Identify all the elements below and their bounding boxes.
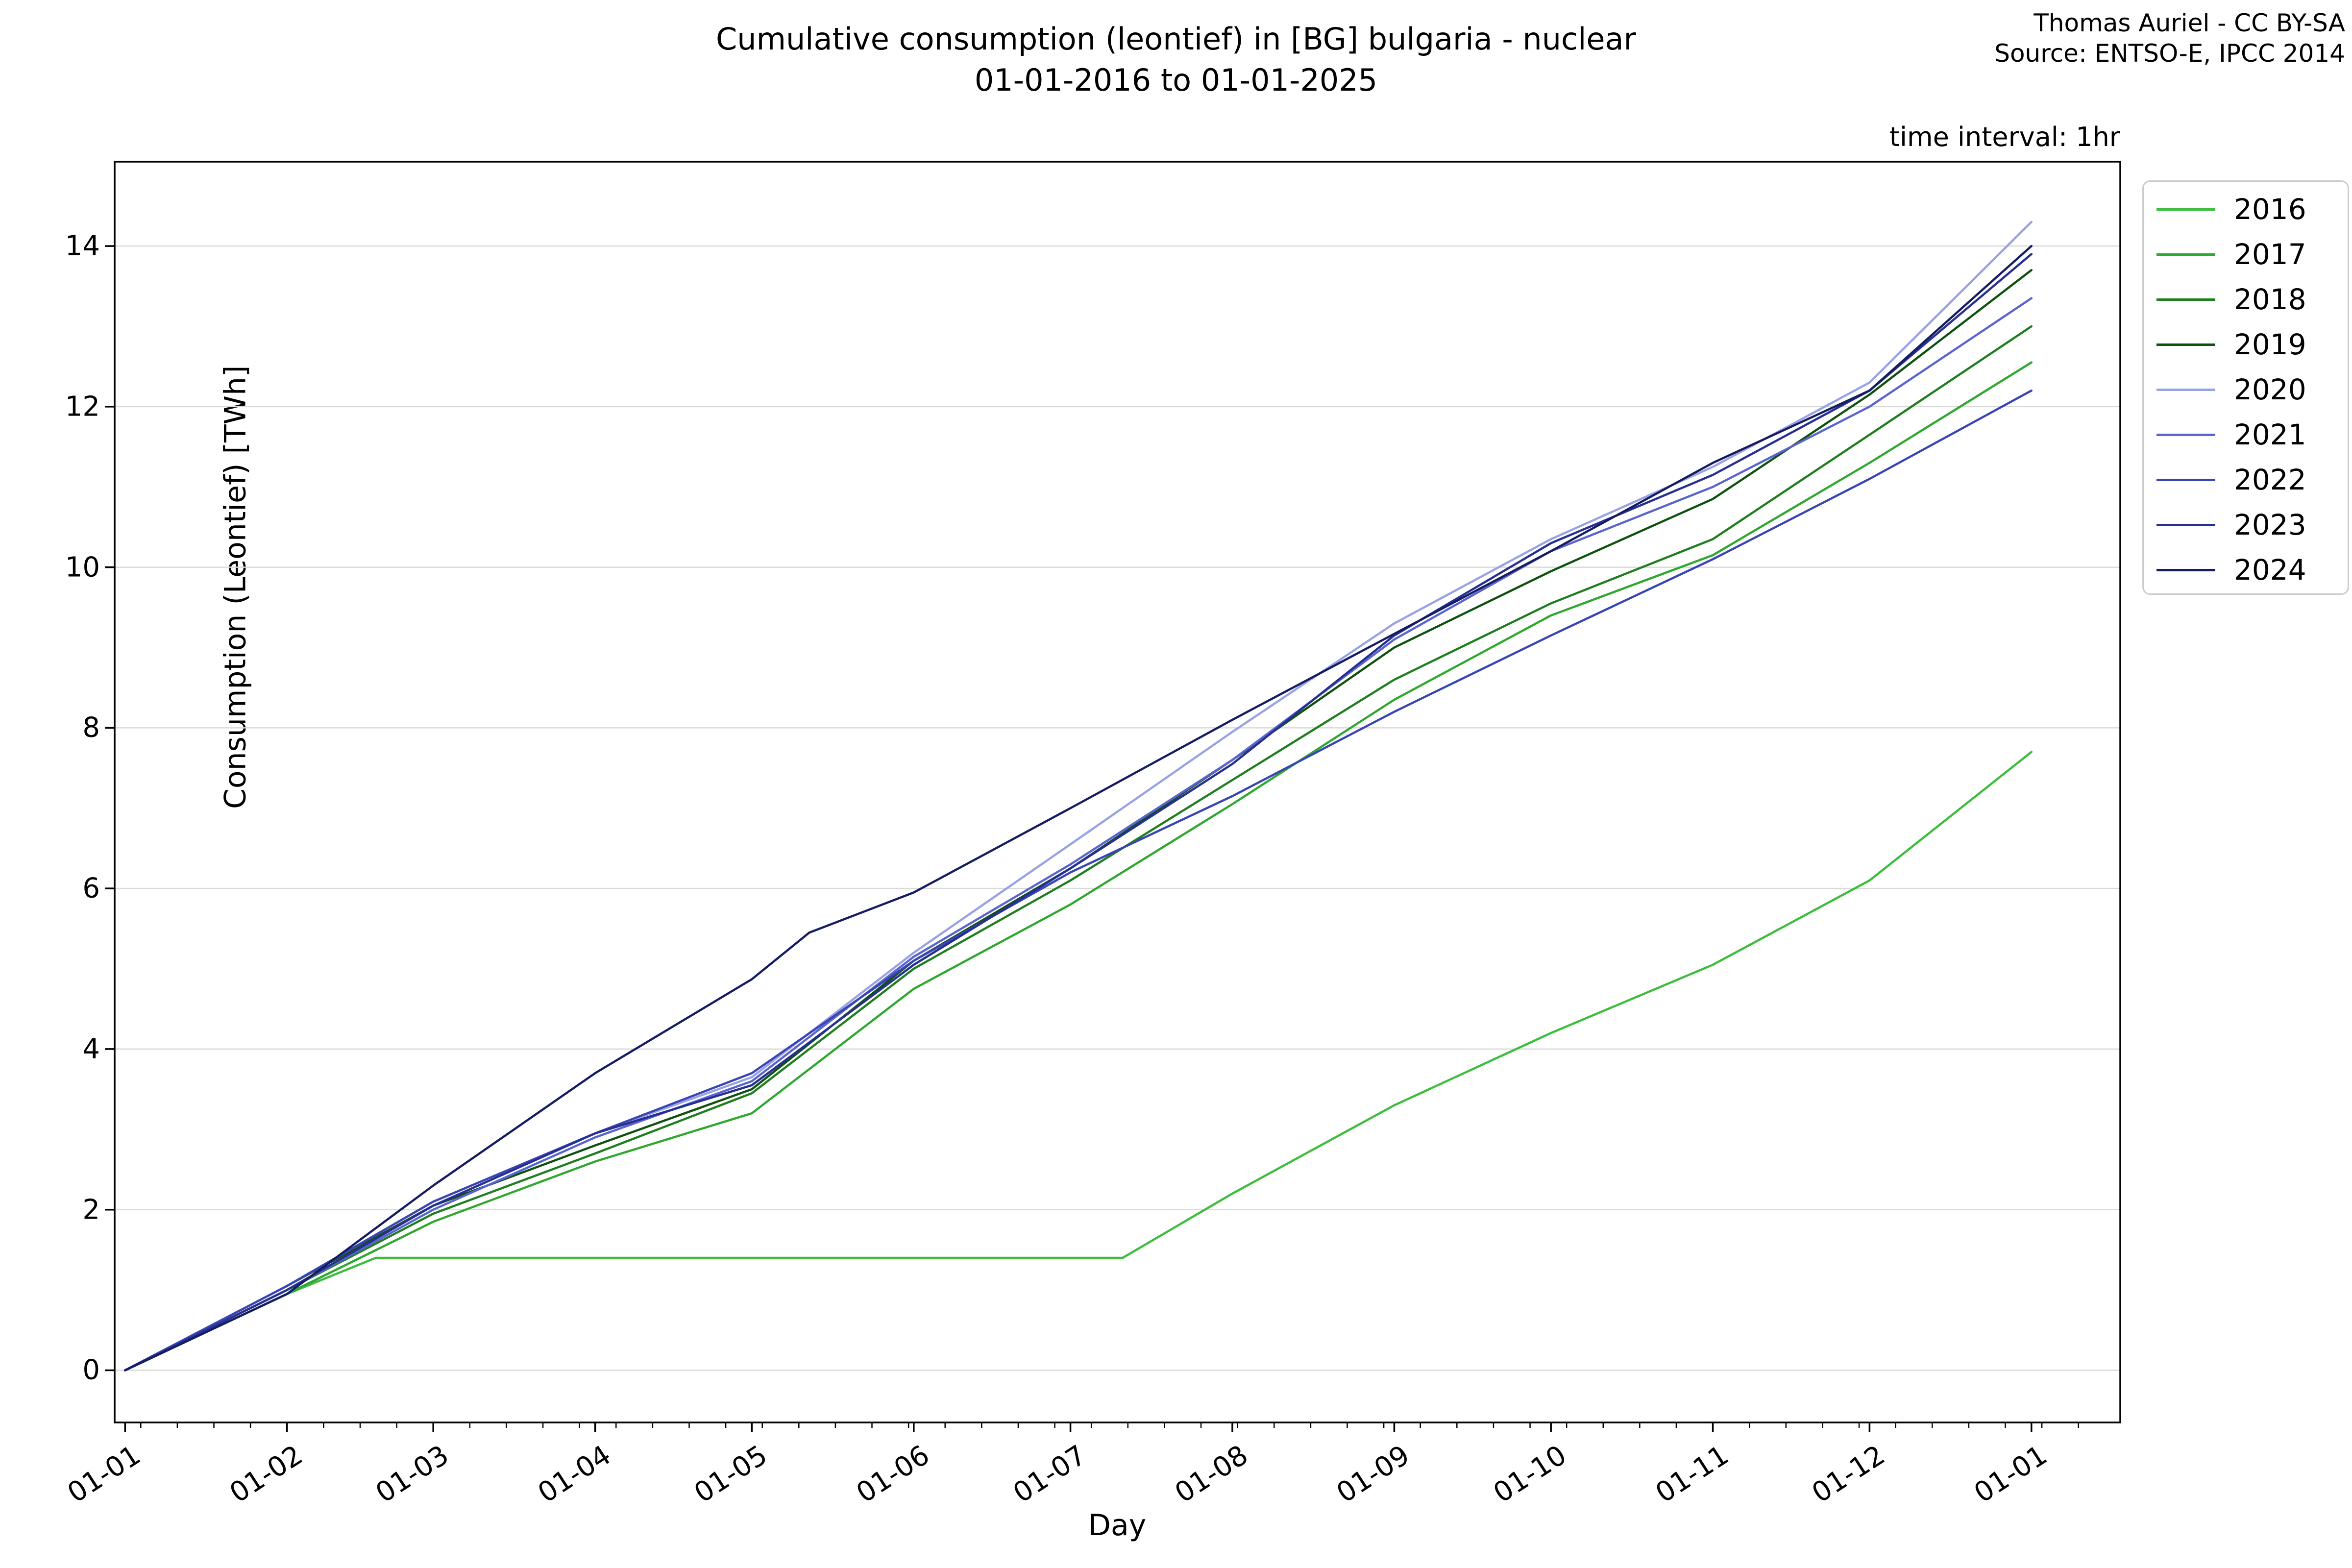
legend-label-2016: 2016 xyxy=(2234,193,2306,226)
legend-swatch-2019 xyxy=(2156,343,2215,346)
legend-label-2017: 2017 xyxy=(2234,238,2306,271)
series-line-2016 xyxy=(124,751,2033,1372)
attribution: Thomas Auriel - CC BY-SA Source: ENTSO-E… xyxy=(1994,8,2345,69)
time-interval-note: time interval: 1hr xyxy=(1889,122,2120,152)
y-tick-label-6: 6 xyxy=(82,872,100,905)
legend-box: 2016 2017 2018 2019 2020 2021 2022 2023 2024 xyxy=(2142,180,2349,595)
series-line-2019 xyxy=(124,269,2033,1372)
legend-label-2018: 2018 xyxy=(2234,283,2306,316)
legend-item-2016: 2016 xyxy=(2144,187,2348,232)
legend-swatch-2017 xyxy=(2156,253,2215,256)
legend-swatch-2018 xyxy=(2156,298,2215,301)
legend-label-2021: 2021 xyxy=(2234,418,2306,451)
series-line-2017 xyxy=(124,361,2033,1372)
legend-item-2017: 2017 xyxy=(2144,232,2348,277)
legend-item-2018: 2018 xyxy=(2144,277,2348,322)
legend-swatch-2021 xyxy=(2156,433,2215,436)
attribution-source: Source: ENTSO-E, IPCC 2014 xyxy=(1994,39,2345,68)
y-tick-label-14: 14 xyxy=(65,230,100,262)
series-line-2020 xyxy=(124,220,2033,1372)
legend-item-2024: 2024 xyxy=(2144,547,2348,592)
legend-item-2021: 2021 xyxy=(2144,412,2348,457)
series-line-2023 xyxy=(124,253,2033,1372)
legend-item-2020: 2020 xyxy=(2144,367,2348,412)
legend-swatch-2024 xyxy=(2156,568,2215,571)
legend-swatch-2023 xyxy=(2156,523,2215,526)
legend-label-2023: 2023 xyxy=(2234,508,2306,541)
legend-swatch-2020 xyxy=(2156,388,2215,391)
legend-label-2022: 2022 xyxy=(2234,463,2306,496)
chart-title: Cumulative consumption (leontief) in [BG… xyxy=(716,21,1636,57)
legend-label-2024: 2024 xyxy=(2234,553,2306,587)
chart-title-block: Cumulative consumption (leontief) in [BG… xyxy=(0,19,2352,101)
legend-item-2019: 2019 xyxy=(2144,322,2348,367)
x-axis-label: Day xyxy=(1088,1508,1147,1543)
legend-label-2019: 2019 xyxy=(2234,328,2306,361)
series-line-2024 xyxy=(124,245,2033,1372)
legend-swatch-2022 xyxy=(2156,478,2215,481)
series-line-2018 xyxy=(124,325,2033,1372)
legend-label-2020: 2020 xyxy=(2234,373,2306,406)
series-line-2021 xyxy=(124,297,2033,1372)
y-tick-label-0: 0 xyxy=(82,1354,100,1386)
legend-item-2023: 2023 xyxy=(2144,502,2348,547)
y-tick-label-4: 4 xyxy=(82,1033,100,1065)
chart-subtitle: 01-01-2016 to 01-01-2025 xyxy=(974,62,1378,98)
legend-swatch-2016 xyxy=(2156,208,2215,211)
y-tick-label-10: 10 xyxy=(65,551,100,584)
plot-frame xyxy=(114,161,2121,1423)
legend-item-2022: 2022 xyxy=(2144,457,2348,502)
y-tick-label-8: 8 xyxy=(82,711,100,744)
y-tick-label-12: 12 xyxy=(65,391,100,423)
y-tick-label-2: 2 xyxy=(82,1194,100,1226)
attribution-author: Thomas Auriel - CC BY-SA xyxy=(2034,9,2345,37)
series-line-2022 xyxy=(124,389,2033,1372)
